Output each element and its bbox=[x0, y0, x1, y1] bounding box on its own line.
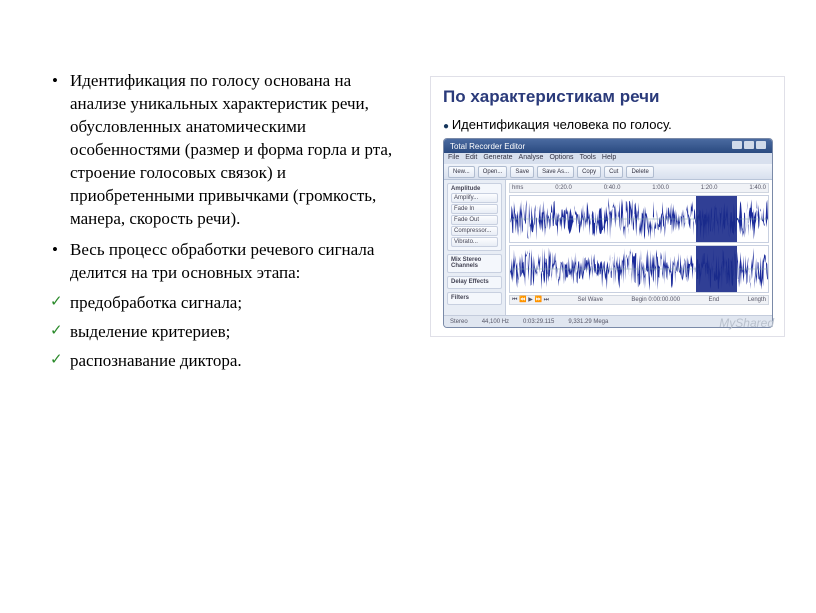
audio-editor-window: Total Recorder Editor File Edit Generate… bbox=[443, 138, 773, 328]
check-item: выделение критериев; bbox=[50, 321, 410, 344]
side-item[interactable]: Vibrato... bbox=[451, 237, 498, 247]
ruler-tick: hms bbox=[512, 185, 523, 191]
new-button[interactable]: New... bbox=[448, 166, 475, 178]
side-item[interactable]: Compressor... bbox=[451, 226, 498, 236]
waveform-track-right[interactable] bbox=[509, 245, 769, 293]
status-text: End bbox=[709, 297, 720, 303]
ruler-tick: 0:20.0 bbox=[555, 185, 572, 191]
transport-icon[interactable]: ⏮ ⏪ ▶ ⏩ ⏭ bbox=[512, 296, 549, 304]
cut-button[interactable]: Cut bbox=[604, 166, 623, 178]
watermark: MyShared bbox=[719, 316, 774, 330]
menu-item[interactable]: Generate bbox=[483, 154, 512, 163]
titlebar: Total Recorder Editor bbox=[444, 139, 772, 153]
copy-button[interactable]: Copy bbox=[577, 166, 601, 178]
side-group-amplitude: Amplitude Amplify... Fade In Fade Out Co… bbox=[447, 183, 502, 251]
status-duration: 0:03:29.115 bbox=[523, 319, 554, 325]
menu-item[interactable]: Help bbox=[602, 154, 616, 163]
status-size: 9,331.29 Mega bbox=[568, 319, 608, 325]
selection-region[interactable] bbox=[696, 246, 737, 292]
time-ruler: hms 0:20.0 0:40.0 1:00.0 1:20.0 1:40.0 bbox=[509, 183, 769, 193]
bullet-list: Идентификация по голосу основана на анал… bbox=[50, 70, 410, 373]
menu-item[interactable]: File bbox=[448, 154, 459, 163]
menubar[interactable]: File Edit Generate Analyse Options Tools… bbox=[444, 153, 772, 164]
text-column: Идентификация по голосу основана на анал… bbox=[50, 70, 420, 379]
image-column: По характеристикам речи Идентификация че… bbox=[420, 70, 780, 379]
menu-item[interactable]: Analyse bbox=[519, 154, 544, 163]
side-item[interactable]: Amplify... bbox=[451, 193, 498, 203]
slide-title: По характеристикам речи bbox=[443, 87, 772, 107]
slide-layout: Идентификация по голосу основана на анал… bbox=[0, 0, 816, 399]
side-panel: Amplitude Amplify... Fade In Fade Out Co… bbox=[444, 180, 506, 315]
side-group-title: Amplitude bbox=[451, 186, 498, 192]
ruler-tick: 0:40.0 bbox=[604, 185, 621, 191]
side-item[interactable]: Fade Out bbox=[451, 215, 498, 225]
slide-subtitle: Идентификация человека по голосу. bbox=[443, 117, 772, 132]
menu-item[interactable]: Edit bbox=[465, 154, 477, 163]
waveform-track-left[interactable] bbox=[509, 195, 769, 243]
status-text: Sel Wave bbox=[577, 297, 602, 303]
ruler-tick: 1:40.0 bbox=[749, 185, 766, 191]
delete-button[interactable]: Delete bbox=[626, 166, 653, 178]
side-group[interactable]: Delay Effects bbox=[447, 276, 502, 289]
embedded-slide: По характеристикам речи Идентификация че… bbox=[430, 76, 785, 337]
menu-item[interactable]: Tools bbox=[580, 154, 596, 163]
waveform-area: hms 0:20.0 0:40.0 1:00.0 1:20.0 1:40.0 bbox=[506, 180, 772, 315]
toolbar: New... Open... Save Save As... Copy Cut … bbox=[444, 164, 772, 180]
menu-item[interactable]: Options bbox=[549, 154, 573, 163]
side-group[interactable]: Mix Stereo Channels bbox=[447, 254, 502, 273]
bullet-item: Весь процесс обработки речевого сигнала … bbox=[50, 239, 410, 285]
status-rate: 44,100 Hz bbox=[482, 319, 509, 325]
selection-region[interactable] bbox=[696, 196, 737, 242]
check-item: распознавание диктора. bbox=[50, 350, 410, 373]
side-group[interactable]: Filters bbox=[447, 292, 502, 305]
side-group-title: Filters bbox=[451, 295, 498, 301]
bullet-item: Идентификация по голосу основана на анал… bbox=[50, 70, 410, 231]
side-item[interactable]: Fade In bbox=[451, 204, 498, 214]
status-text: Begin 0:00:00.000 bbox=[631, 297, 680, 303]
check-item: предобработка сигнала; bbox=[50, 292, 410, 315]
ruler-tick: 1:00.0 bbox=[652, 185, 669, 191]
window-title: Total Recorder Editor bbox=[450, 142, 525, 151]
save-as-button[interactable]: Save As... bbox=[537, 166, 574, 178]
status-text: Length bbox=[748, 297, 766, 303]
save-button[interactable]: Save bbox=[510, 166, 534, 178]
transport-bar[interactable]: ⏮ ⏪ ▶ ⏩ ⏭ Sel Wave Begin 0:00:00.000 End… bbox=[509, 295, 769, 305]
status-mode: Stereo bbox=[450, 319, 468, 325]
ruler-tick: 1:20.0 bbox=[701, 185, 718, 191]
window-controls[interactable] bbox=[730, 141, 766, 151]
side-group-title: Delay Effects bbox=[451, 279, 498, 285]
side-group-title: Mix Stereo Channels bbox=[451, 257, 498, 269]
work-area: Amplitude Amplify... Fade In Fade Out Co… bbox=[444, 180, 772, 315]
open-button[interactable]: Open... bbox=[478, 166, 508, 178]
